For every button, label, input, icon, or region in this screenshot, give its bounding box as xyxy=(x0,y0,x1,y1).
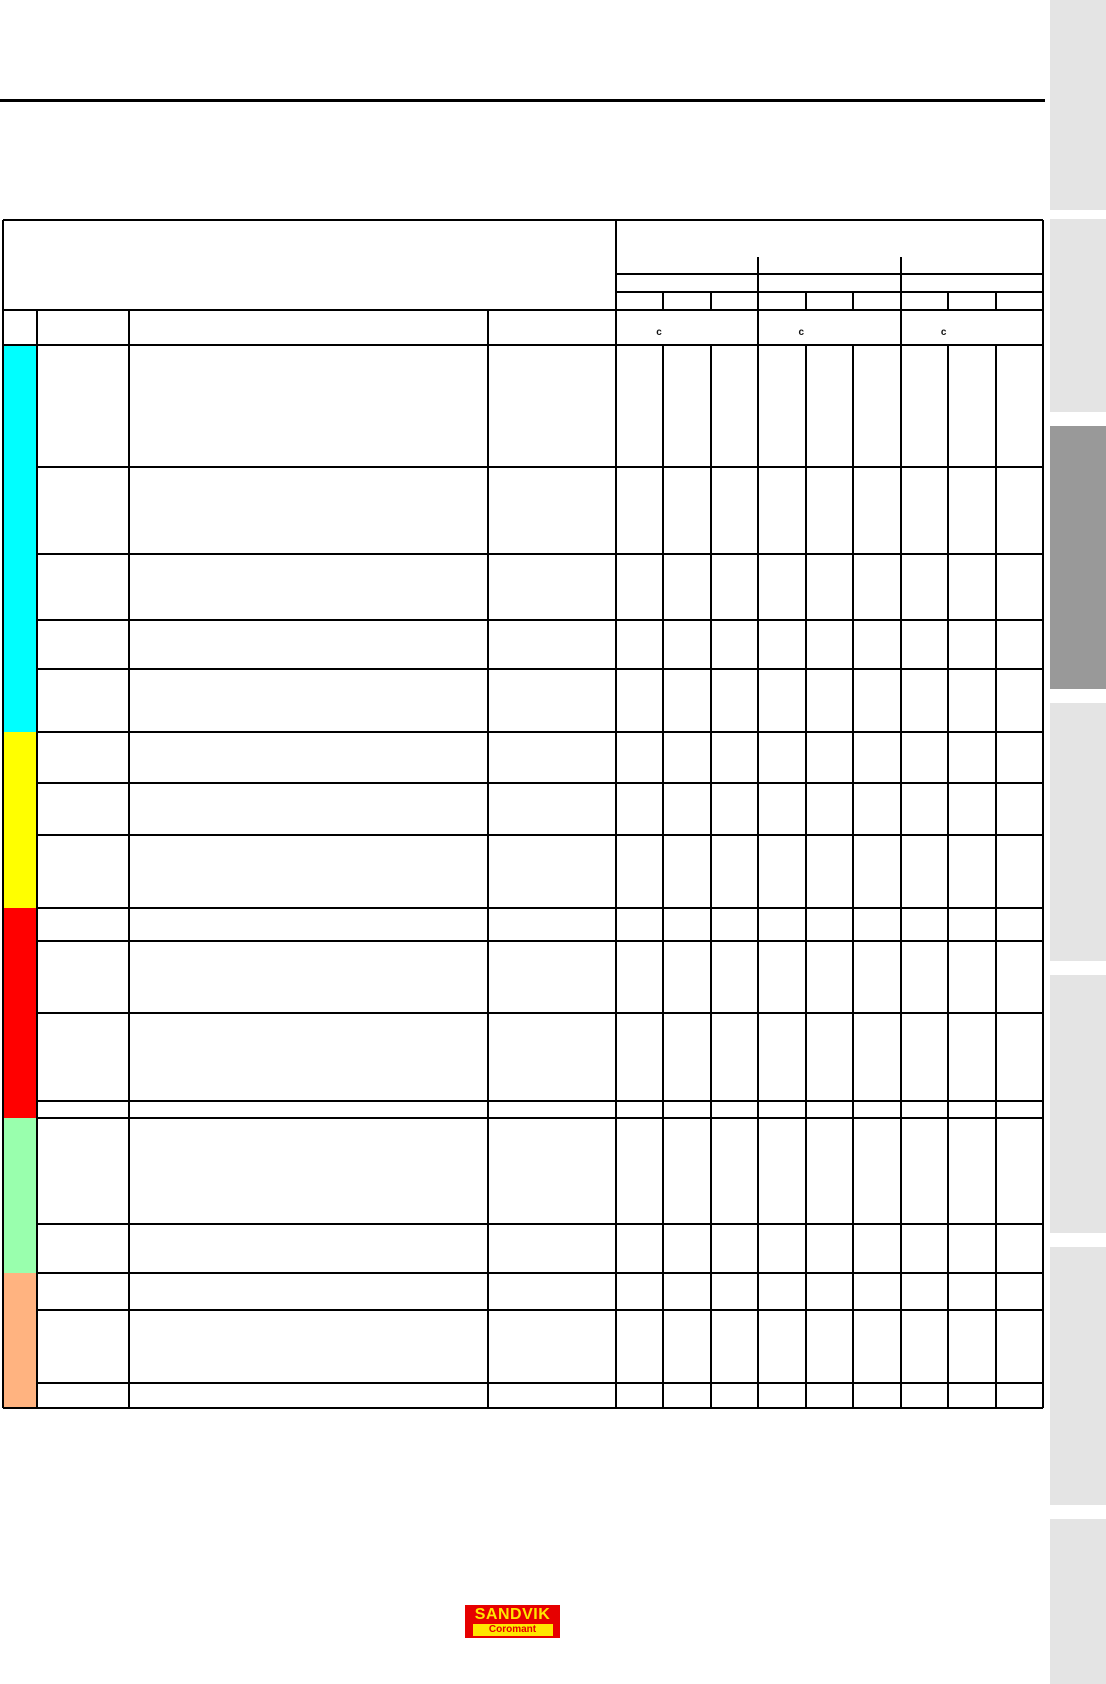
grid-line-v xyxy=(662,345,665,1408)
grid-line-h xyxy=(37,940,1043,942)
grid-line-v xyxy=(947,292,950,310)
grid-line-v xyxy=(2,220,4,1408)
grid-line-v xyxy=(994,292,997,310)
material-band-orange xyxy=(4,1273,38,1408)
grid-line-h xyxy=(616,291,1043,293)
material-band-yellow xyxy=(4,732,38,908)
grid-line-v xyxy=(852,345,855,1408)
grid-line-h xyxy=(37,1382,1043,1384)
grid-line-h xyxy=(37,668,1043,670)
grid-line-h xyxy=(37,907,1043,909)
grid-line-h xyxy=(3,309,1043,311)
grid-line-v xyxy=(662,292,665,310)
sandvik-coromant-logo: SANDVIK Coromant xyxy=(465,1605,560,1638)
grid-line-h xyxy=(37,1117,1043,1119)
grid-line-v xyxy=(899,257,902,1408)
vc-subscript-label: c xyxy=(940,327,947,338)
top-rule xyxy=(0,99,1045,102)
grid-line-v xyxy=(1042,220,1044,1408)
grid-line-h xyxy=(3,1407,1043,1409)
grid-line-v xyxy=(994,345,997,1408)
grid-line-v xyxy=(615,220,617,1408)
edge-tab-5 xyxy=(1050,975,1106,1233)
grid-line-h xyxy=(37,553,1043,555)
grid-line-h xyxy=(37,782,1043,784)
grid-line-h xyxy=(37,1100,1043,1102)
grid-line-h xyxy=(37,466,1043,468)
grid-line-v xyxy=(487,310,489,1408)
edge-tab-7 xyxy=(1050,1519,1106,1684)
edge-tab-1 xyxy=(1050,0,1106,210)
grid-line-h xyxy=(37,1012,1043,1014)
grid-line-v xyxy=(709,345,712,1408)
vc-subscript-label: c xyxy=(656,327,662,338)
grid-line-h xyxy=(37,1223,1043,1225)
grid-line-h xyxy=(616,273,1043,275)
edge-tab-6 xyxy=(1050,1247,1106,1505)
grid-line-h xyxy=(37,1272,1043,1274)
grid-line-h xyxy=(3,219,1043,221)
grid-line-h xyxy=(37,731,1043,733)
vc-subscript-label: c xyxy=(798,327,805,338)
grid-line-v xyxy=(947,345,950,1408)
grid-line-v xyxy=(709,292,712,310)
edge-tab-2 xyxy=(1050,219,1106,412)
grid-line-v xyxy=(757,257,760,1408)
grid-line-v xyxy=(852,292,855,310)
coromant-wordmark: Coromant xyxy=(472,1624,553,1636)
material-band-red xyxy=(4,908,38,1118)
grid-line-h xyxy=(37,1309,1043,1311)
edge-tab-3 xyxy=(1050,426,1106,689)
material-band-green xyxy=(4,1118,38,1273)
grid-line-v xyxy=(128,310,130,1408)
material-band-cyan xyxy=(4,345,38,732)
grid-line-h xyxy=(3,344,1043,346)
grid-line-h xyxy=(37,619,1043,621)
sandvik-wordmark: SANDVIK xyxy=(474,1606,551,1623)
edge-tab-4 xyxy=(1050,703,1106,961)
grid-line-v xyxy=(804,292,807,310)
grid-line-h xyxy=(37,834,1043,836)
grid-line-v xyxy=(36,310,38,1408)
grid-line-v xyxy=(804,345,807,1408)
